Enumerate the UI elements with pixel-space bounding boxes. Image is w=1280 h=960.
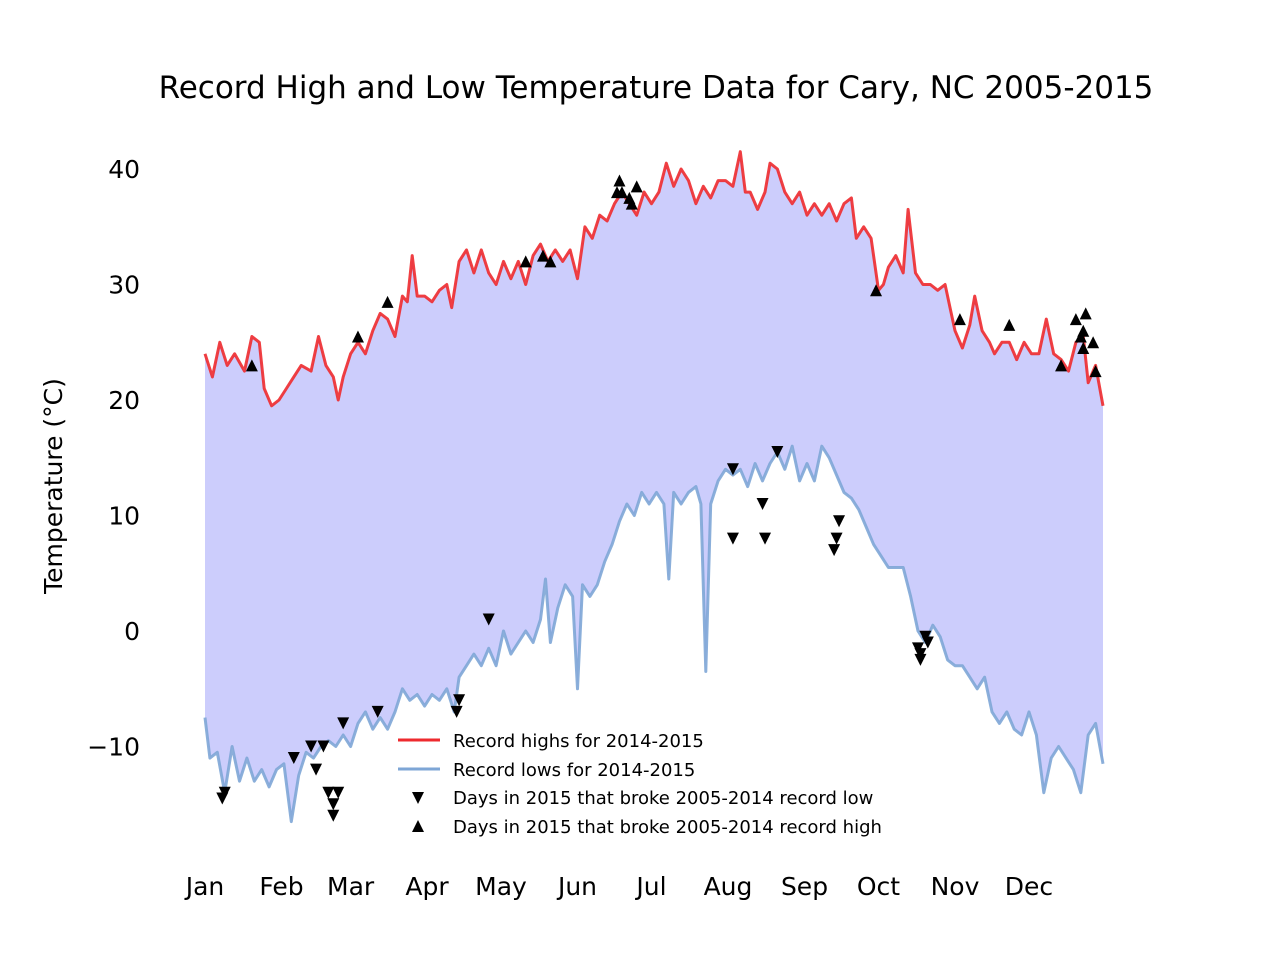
record-low-marker <box>830 532 843 545</box>
record-low-marker <box>337 717 350 730</box>
x-tick-label: Aug <box>704 872 753 901</box>
record-high-marker <box>245 359 258 372</box>
record-high-marker <box>870 284 883 297</box>
legend: Record highs for 2014-2015 Record lows f… <box>398 731 882 838</box>
record-low-marker <box>310 763 323 776</box>
record-high-marker <box>1069 313 1082 326</box>
record-low-marker <box>332 786 345 799</box>
x-tick-label: Dec <box>1005 872 1053 901</box>
record-low-marker <box>828 544 841 557</box>
record-high-marker <box>953 313 966 326</box>
y-tick-label: −10 <box>87 733 140 762</box>
legend-marker-record-low <box>412 792 424 804</box>
record-high-marker <box>623 191 636 204</box>
x-tick-label: Nov <box>931 872 980 901</box>
record-high-marker <box>1079 307 1092 320</box>
record-low-marker <box>756 497 769 510</box>
record-high-marker <box>630 180 643 193</box>
record-high-marker <box>351 330 364 343</box>
x-ticks: Jan Feb Mar Apr May Jun Jul Aug Sep Oct Nov Dec <box>184 872 1053 901</box>
record-low-marker <box>726 463 739 476</box>
record-low-marker <box>327 809 340 822</box>
record-low-marker <box>287 752 300 765</box>
x-tick-label: Feb <box>259 872 303 901</box>
y-tick-label: 10 <box>108 502 140 531</box>
record-low-marker <box>453 694 466 707</box>
record-low-marker <box>305 740 318 753</box>
chart-title: Record High and Low Temperature Data for… <box>159 70 1154 106</box>
y-tick-label: 40 <box>108 155 140 184</box>
record-low-marker <box>771 445 784 458</box>
y-tick-label: 20 <box>108 386 140 415</box>
record-low-marker <box>833 515 846 528</box>
x-tick-label: Apr <box>405 872 449 901</box>
record-high-marker <box>381 295 394 308</box>
record-high-marker <box>1077 342 1090 355</box>
record-low-marker <box>327 798 340 811</box>
record-high-marker <box>613 174 626 187</box>
record-low-marker <box>726 532 739 545</box>
record-high-marker <box>615 186 628 199</box>
record-high-marker <box>544 255 557 268</box>
x-tick-label: Jan <box>184 872 225 901</box>
record-range-fill <box>205 151 1103 822</box>
x-tick-label: Sep <box>781 872 828 901</box>
legend-label-record-high: Days in 2015 that broke 2005-2014 record… <box>453 817 882 838</box>
legend-label-lows: Record lows for 2014-2015 <box>453 760 695 781</box>
record-high-marker <box>1087 336 1100 349</box>
record-markers <box>216 174 1102 822</box>
record-low-marker <box>218 786 231 799</box>
fill-between-area <box>205 151 1103 822</box>
record-low-marker <box>482 613 495 626</box>
x-tick-label: Jul <box>634 872 666 901</box>
record-low-marker <box>759 532 772 545</box>
record-high-marker <box>519 255 532 268</box>
record-high-marker <box>1003 318 1016 331</box>
record-low-marker <box>450 705 463 718</box>
record-lows-line <box>203 444 1105 824</box>
legend-label-record-low: Days in 2015 that broke 2005-2014 record… <box>453 788 873 809</box>
legend-marker-record-high <box>412 820 424 832</box>
record-high-marker <box>536 249 549 262</box>
record-highs-line <box>203 150 1105 408</box>
record-high-marker <box>1089 365 1102 378</box>
x-tick-label: Mar <box>327 872 375 901</box>
record-low-marker <box>322 786 335 799</box>
x-tick-label: Jun <box>556 872 597 901</box>
legend-label-highs: Record highs for 2014-2015 <box>453 731 704 752</box>
record-low-marker <box>921 636 934 649</box>
record-low-marker <box>371 705 384 718</box>
record-low-marker <box>317 740 330 753</box>
y-ticks: 40 30 20 10 0 −10 <box>87 155 140 762</box>
y-axis-label: Temperature (°C) <box>39 378 68 595</box>
y-tick-label: 30 <box>108 271 140 300</box>
record-low-marker <box>914 653 927 666</box>
x-tick-label: Oct <box>857 872 900 901</box>
y-tick-label: 0 <box>124 617 140 646</box>
series-lines <box>203 150 1105 824</box>
record-high-marker <box>1055 359 1068 372</box>
record-high-marker <box>1074 330 1087 343</box>
x-tick-label: May <box>475 872 527 901</box>
